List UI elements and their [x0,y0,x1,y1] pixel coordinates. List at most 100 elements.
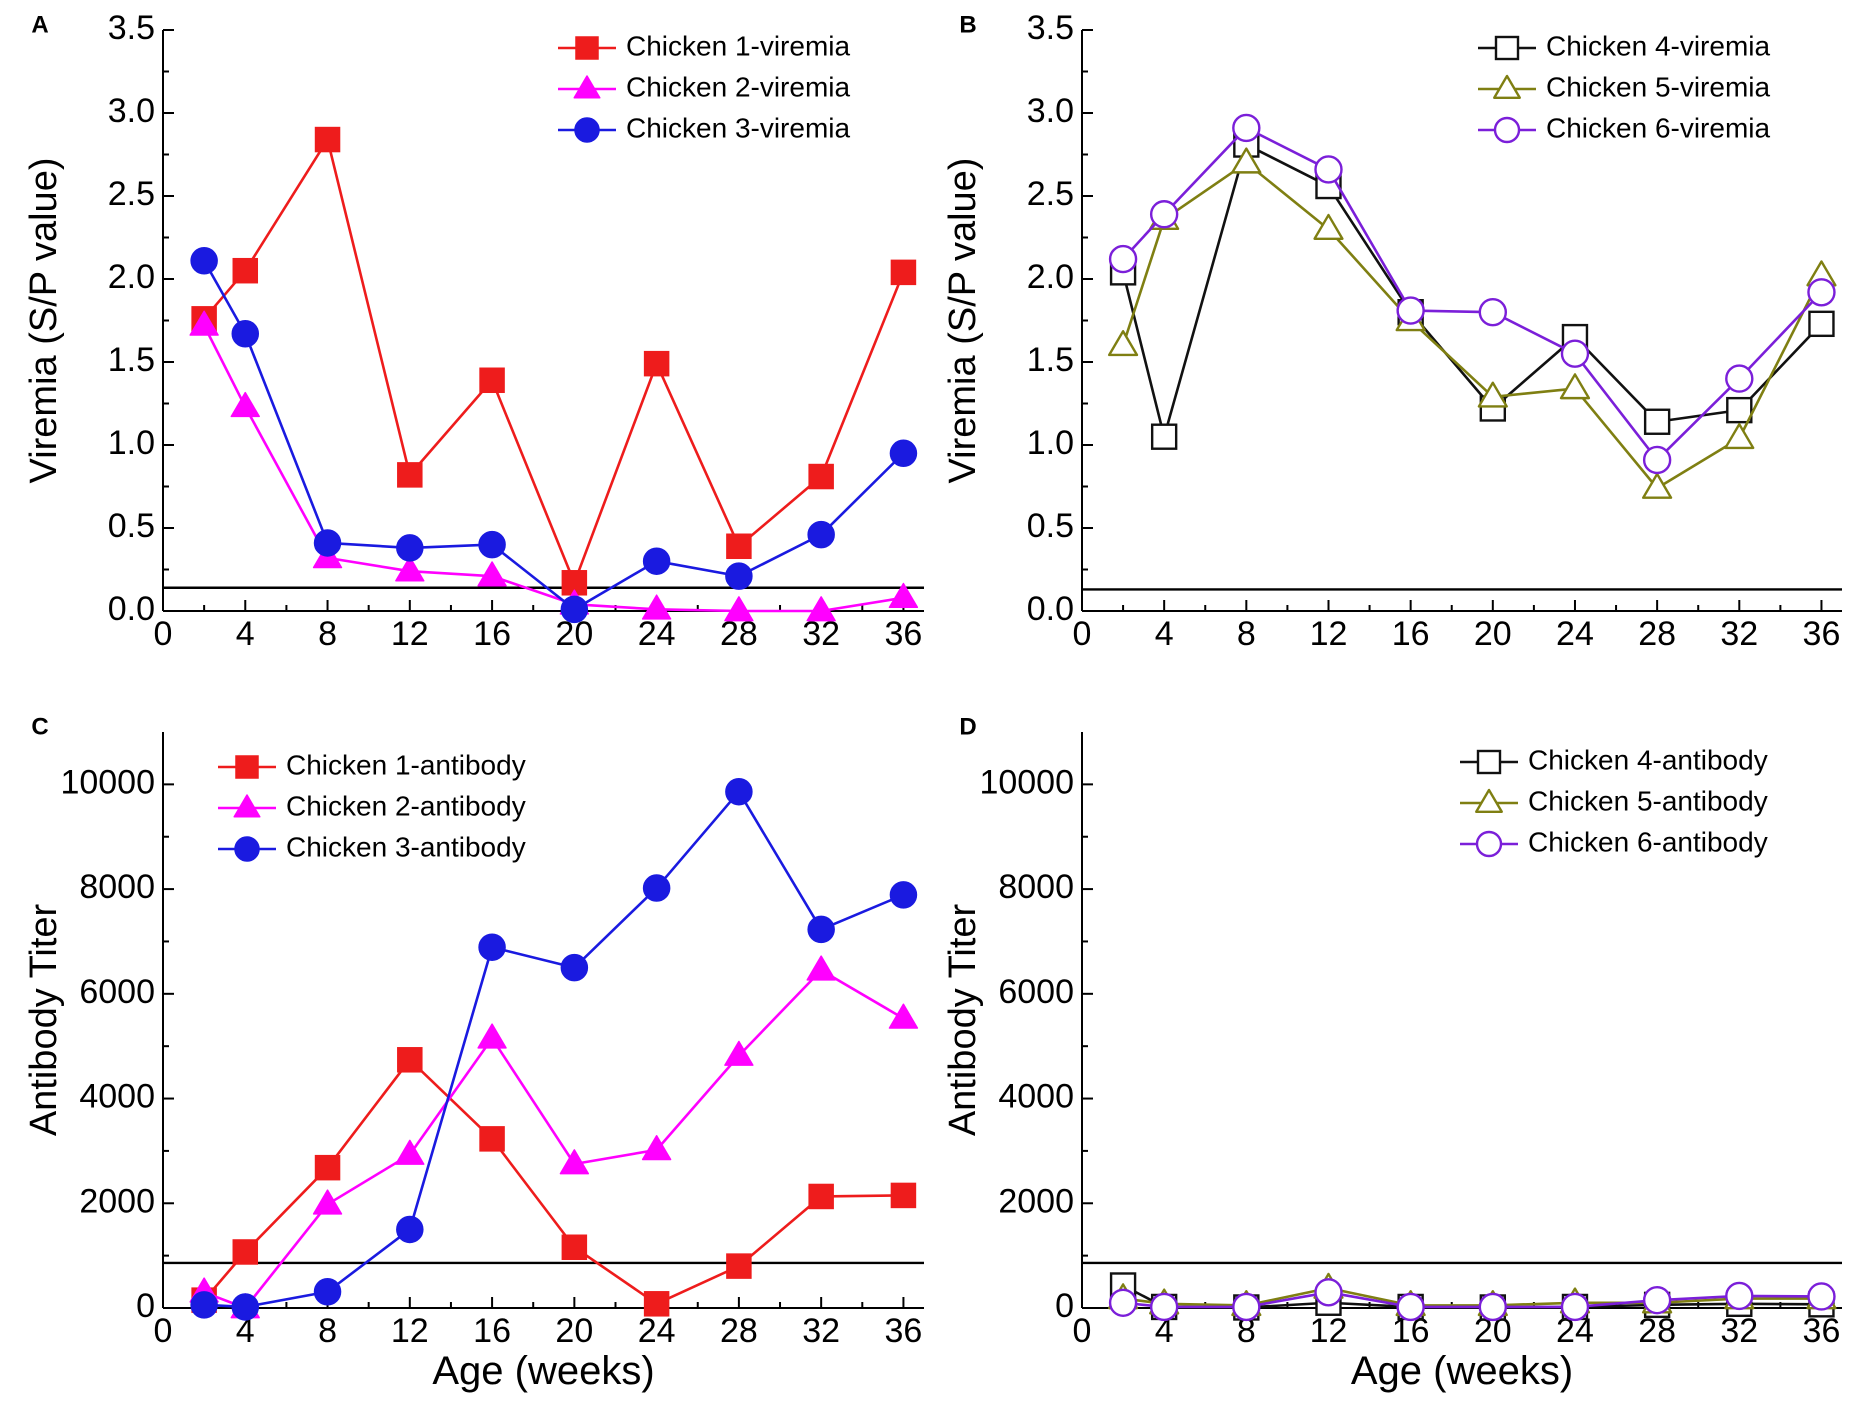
legend-marker [235,755,259,779]
series-line [1121,161,1823,490]
legend-label: Chicken 1-viremia [626,30,850,61]
data-point [642,874,671,902]
y-tick-label: 2.5 [1027,175,1074,213]
data-point [314,1154,341,1181]
series-3 [190,246,918,624]
legend: Chicken 4-antibody Chicken 5-antibody Chic… [1460,744,1768,857]
legend-marker [575,36,599,60]
legend: Chicken 1-viremia Chicken 2-viremia Chicke… [558,30,850,143]
x-tick-label: 16 [1392,615,1430,653]
legend-label: Chicken 2-viremia [626,71,850,102]
x-tick-label: 20 [555,1312,593,1350]
data-point [190,246,218,275]
data-point [1807,1282,1836,1311]
data-point [189,310,219,336]
y-tick-label: 10000 [979,763,1074,801]
series-1 [191,1047,917,1317]
x-tick-label: 24 [638,1312,676,1350]
x-tick-label: 32 [1720,615,1758,653]
data-point [1724,423,1755,450]
data-point [725,562,753,590]
x-tick-label: 0 [154,1312,173,1350]
chart-panel-b: B 0.0 0.5 1.0 1.5 2.0 2.5 3.0 3.5 0 4 8 12 16 20 24 28 32… [942,9,1842,653]
data-point [477,561,507,587]
data-point [1807,278,1836,307]
data-point [1107,330,1139,357]
legend-marker [1476,749,1502,775]
data-point [231,1293,260,1321]
series-3 [190,777,918,1321]
data-point [1725,364,1754,393]
data-point [479,1126,505,1152]
y-tick-label: 2.0 [1027,258,1074,296]
y-tick-label: 3.5 [1027,9,1074,47]
panel-label: B [959,11,976,38]
data-point [396,534,424,562]
x-tick-label: 0 [154,615,173,653]
x-tick-label: 8 [1237,615,1256,653]
data-point [1478,298,1508,327]
data-point [396,1215,424,1244]
legend-marker [1493,74,1521,99]
data-point [726,1253,752,1279]
x-tick-label: 16 [473,1312,511,1350]
chart-panel-a: A0.00.51.01.52.02.53.03.50 4 8 12 16 20 24 28 32… [23,9,924,653]
data-point [1108,244,1138,274]
series-line [202,324,904,613]
series-3 [1108,1278,1836,1322]
data-point [808,1183,834,1210]
data-point [1560,339,1590,368]
series-line [1122,126,1823,462]
legend-label: Chicken 5-viremia [1546,71,1770,102]
y-tick-label: 8000 [79,868,155,906]
x-tick-label: 8 [1237,1312,1256,1350]
data-point [1477,381,1508,408]
panel-label: D [959,713,976,740]
y-tick-label: 2.0 [108,258,155,296]
data-point [395,1139,425,1165]
x-tick-label: 28 [720,1312,758,1350]
data-point [643,350,670,377]
data-point [478,530,506,559]
x-tick-label: 32 [802,615,840,653]
y-tick-label: 6000 [998,973,1074,1011]
x-tick-label: 36 [1803,1312,1841,1350]
legend-label: Chicken 2-antibody [286,790,526,821]
x-tick-label: 0 [1073,1312,1092,1350]
data-point [641,594,672,620]
x-tick-label: 16 [473,615,511,653]
legend-marker [1475,830,1503,858]
data-point [888,1003,919,1029]
data-point [561,1234,588,1261]
series-3 [1108,113,1836,475]
data-point [890,259,917,286]
data-point [232,257,259,284]
data-point [559,1149,590,1175]
series-line [203,138,905,585]
y-axis-title: Antibody Titer [942,903,984,1136]
data-point [889,439,918,468]
data-point [478,933,506,961]
y-tick-label: 4000 [998,1078,1074,1116]
data-point [1108,1288,1138,1317]
data-point [1231,147,1262,174]
data-point [889,881,918,909]
data-point [1150,423,1178,450]
data-point [477,1023,507,1049]
data-point [890,1182,917,1209]
data-point [1396,296,1425,325]
y-axis-title: Antibody Titer [23,903,65,1136]
series-line [1122,1290,1822,1309]
y-axis-title: Viremia (S/P value) [23,158,65,484]
y-tick-label: 3.0 [1027,92,1074,130]
y-tick-label: 0.5 [108,507,155,545]
x-tick-label: 28 [720,615,758,653]
data-point [231,320,260,348]
data-point [726,533,752,560]
series-line [204,790,904,1309]
x-tick-label: 24 [638,615,676,653]
legend: Chicken 1-antibody Chicken 2-antibody Chic… [218,749,526,862]
legend-marker [574,117,600,143]
data-point [724,1040,754,1066]
